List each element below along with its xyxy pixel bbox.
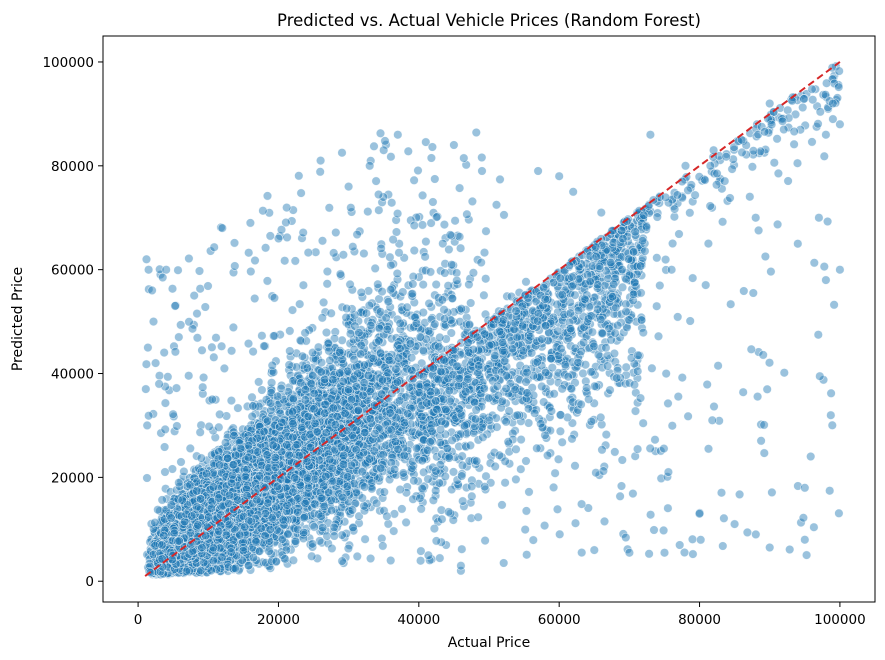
scatter-point: [337, 335, 347, 345]
scatter-point: [341, 552, 351, 563]
scatter-point: [370, 263, 380, 274]
chart-title: Predicted vs. Actual Vehicle Prices (Ran…: [277, 11, 701, 30]
scatter-point: [352, 551, 362, 562]
scatter-point: [343, 543, 354, 554]
scatter-point: [383, 519, 393, 529]
scatter-point: [481, 274, 491, 284]
scatter-point: [176, 457, 186, 467]
scatter-point: [179, 466, 189, 477]
scatter-point: [450, 216, 460, 226]
scatter-point: [366, 553, 376, 564]
scatter-point: [257, 385, 267, 395]
scatter-point: [307, 551, 317, 561]
scatter-point: [479, 248, 490, 258]
scatter-point: [401, 517, 411, 528]
scatter-point: [327, 543, 337, 554]
scatter-point: [440, 268, 450, 278]
scatter-point: [359, 501, 369, 511]
scatter-point: [386, 260, 396, 270]
scatter-point: [408, 279, 418, 289]
scatter-point: [157, 495, 167, 505]
scatter-point: [378, 541, 388, 551]
scatter-point: [395, 484, 405, 495]
scatter-point: [468, 268, 479, 278]
scatter-point: [372, 498, 382, 508]
scatter-point: [480, 535, 490, 546]
scatter-point: [431, 279, 441, 290]
scatter-point: [360, 534, 370, 544]
scatter-point: [424, 298, 434, 309]
scatter-point: [337, 556, 347, 566]
scatter-point: [324, 346, 334, 356]
points-layer: [141, 61, 845, 580]
